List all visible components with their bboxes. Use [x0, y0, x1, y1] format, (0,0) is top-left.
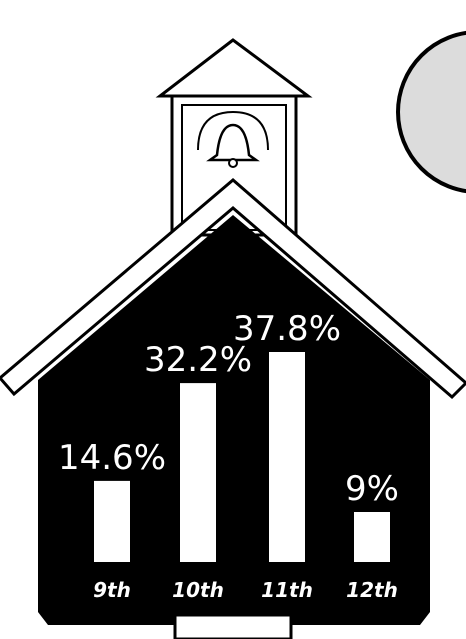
value-label: 32.2% [144, 340, 252, 380]
category-label: 11th [261, 578, 313, 602]
roof [0, 178, 466, 400]
value-label: 14.6% [58, 438, 166, 478]
bell [206, 123, 260, 162]
category-label: 9th [93, 578, 131, 602]
speech-circle [396, 30, 466, 194]
door-step [173, 613, 293, 639]
school-body [38, 215, 430, 625]
bar [354, 512, 390, 562]
value-label: 9% [345, 469, 399, 509]
plot: 14.6% 9th 32.2% 10th 37.8% 11th 9% 12th [58, 309, 399, 602]
bar [180, 383, 216, 562]
bell-clapper [228, 158, 238, 168]
category-label: 10th [172, 578, 224, 602]
bell-arch [197, 110, 269, 151]
value-label: 37.8% [233, 309, 341, 349]
bar [94, 480, 130, 562]
category-label: 12th [346, 578, 398, 602]
tower-roof [155, 38, 313, 98]
bar [269, 352, 305, 562]
